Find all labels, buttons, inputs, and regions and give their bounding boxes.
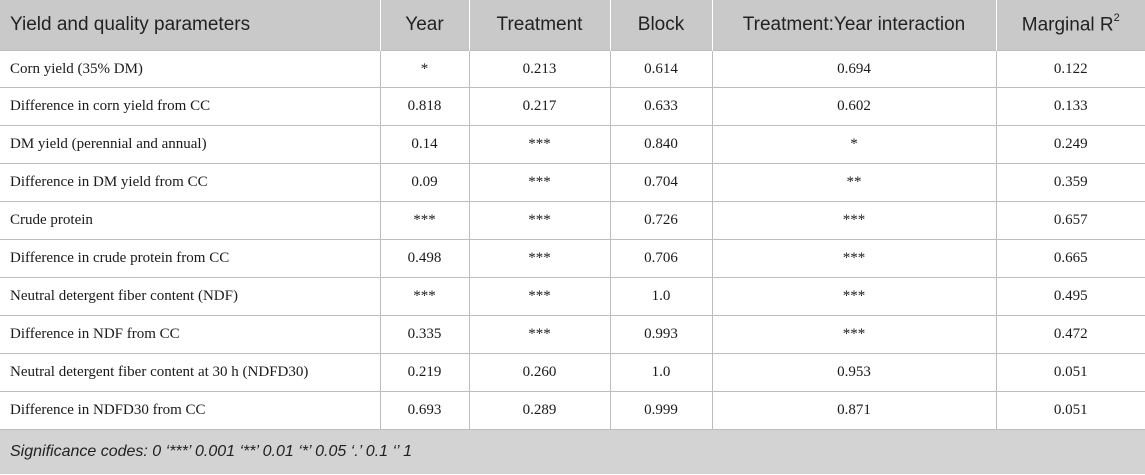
year-cell: *** (379, 201, 470, 240)
block-cell: 0.726 (609, 201, 713, 240)
year-cell: 0.14 (379, 125, 470, 164)
year-cell: 0.219 (379, 353, 470, 392)
header-parameters: Yield and quality parameters (0, 0, 381, 51)
table-row: Corn yield (35% DM) * 0.213 0.614 0.694 0.122 (0, 50, 1145, 88)
marginal-r2-cell: 0.665 (995, 239, 1145, 278)
interaction-cell: 0.694 (711, 50, 997, 88)
table-row: Difference in corn yield from CC 0.818 0.2… (0, 87, 1145, 126)
block-cell: 0.704 (609, 163, 713, 202)
header-marginal-r-text: Marginal R (1021, 14, 1114, 36)
treatment-cell: *** (468, 201, 611, 240)
interaction-cell: *** (711, 239, 997, 278)
block-cell: 1.0 (609, 353, 713, 392)
block-cell: 0.633 (609, 87, 713, 126)
block-cell: 0.706 (609, 239, 713, 278)
year-cell: 0.818 (379, 87, 470, 126)
marginal-r2-cell: 0.133 (995, 87, 1145, 126)
table-row: Neutral detergent fiber content (NDF) ***… (0, 277, 1145, 316)
year-cell: 0.335 (379, 315, 470, 354)
parameter-cell: Crude protein (0, 201, 381, 240)
interaction-cell: *** (711, 201, 997, 240)
interaction-cell: 0.602 (711, 87, 997, 126)
year-cell: *** (379, 277, 470, 316)
treatment-cell: *** (468, 239, 611, 278)
marginal-r2-cell: 0.472 (995, 315, 1145, 354)
table-row: Difference in NDF from CC 0.335 *** 0.993 **… (0, 315, 1145, 354)
block-cell: 0.614 (609, 50, 713, 88)
footnote-row: Significance codes: 0 ‘***’ 0.001 ‘**’ 0… (0, 429, 1145, 474)
parameter-cell: Corn yield (35% DM) (0, 50, 381, 88)
parameter-cell: Difference in corn yield from CC (0, 87, 381, 126)
treatment-cell: *** (468, 277, 611, 316)
table-row: Difference in DM yield from CC 0.09 *** 0.7… (0, 163, 1145, 202)
interaction-cell: 0.871 (711, 391, 997, 430)
table-row: Difference in NDFD30 from CC 0.693 0.289 0.… (0, 391, 1145, 430)
marginal-r2-cell: 0.359 (995, 163, 1145, 202)
treatment-cell: 0.213 (468, 50, 611, 88)
table-body: Corn yield (35% DM) * 0.213 0.614 0.694 0.122… (0, 50, 1145, 430)
marginal-r2-cell: 0.495 (995, 277, 1145, 316)
year-cell: * (379, 50, 470, 88)
treatment-cell: *** (468, 125, 611, 164)
interaction-cell: *** (711, 315, 997, 354)
header-interaction: Treatment:Year interaction (712, 0, 997, 51)
marginal-r2-cell: 0.051 (995, 353, 1145, 392)
parameter-cell: DM yield (perennial and annual) (0, 125, 381, 164)
parameter-cell: Difference in NDF from CC (0, 315, 381, 354)
header-treatment: Treatment (469, 0, 611, 51)
interaction-cell: *** (711, 277, 997, 316)
marginal-r2-cell: 0.657 (995, 201, 1145, 240)
header-marginal-r2: Marginal R2 (996, 0, 1145, 51)
marginal-r2-cell: 0.249 (995, 125, 1145, 164)
parameter-cell: Difference in crude protein from CC (0, 239, 381, 278)
marginal-r2-cell: 0.051 (995, 391, 1145, 430)
header-row: Yield and quality parameters Year Treatm… (0, 0, 1145, 51)
header-year: Year (380, 0, 470, 51)
block-cell: 1.0 (609, 277, 713, 316)
treatment-cell: 0.260 (468, 353, 611, 392)
table-header: Yield and quality parameters Year Treatm… (0, 0, 1145, 51)
block-cell: 0.999 (609, 391, 713, 430)
table-footer: Significance codes: 0 ‘***’ 0.001 ‘**’ 0… (0, 429, 1145, 474)
treatment-cell: *** (468, 163, 611, 202)
header-block: Block (610, 0, 713, 51)
treatment-cell: *** (468, 315, 611, 354)
table-row: Crude protein *** *** 0.726 *** 0.657 (0, 201, 1145, 240)
treatment-cell: 0.289 (468, 391, 611, 430)
table-row: DM yield (perennial and annual) 0.14 *** 0.… (0, 125, 1145, 164)
interaction-cell: ** (711, 163, 997, 202)
year-cell: 0.498 (379, 239, 470, 278)
interaction-cell: * (711, 125, 997, 164)
year-cell: 0.693 (379, 391, 470, 430)
table-row: Neutral detergent fiber content at 30 h … (0, 353, 1145, 392)
parameter-cell: Neutral detergent fiber content (NDF) (0, 277, 381, 316)
significance-footnote: Significance codes: 0 ‘***’ 0.001 ‘**’ 0… (0, 429, 1145, 474)
treatment-cell: 0.217 (468, 87, 611, 126)
parameter-cell: Difference in NDFD30 from CC (0, 391, 381, 430)
interaction-cell: 0.953 (711, 353, 997, 392)
parameter-cell: Difference in DM yield from CC (0, 163, 381, 202)
block-cell: 0.993 (609, 315, 713, 354)
table-row: Difference in crude protein from CC 0.498… (0, 239, 1145, 278)
block-cell: 0.840 (609, 125, 713, 164)
year-cell: 0.09 (379, 163, 470, 202)
parameter-cell: Neutral detergent fiber content at 30 h … (0, 353, 381, 392)
header-marginal-r-superscript: 2 (1113, 11, 1120, 24)
marginal-r2-cell: 0.122 (995, 50, 1145, 88)
